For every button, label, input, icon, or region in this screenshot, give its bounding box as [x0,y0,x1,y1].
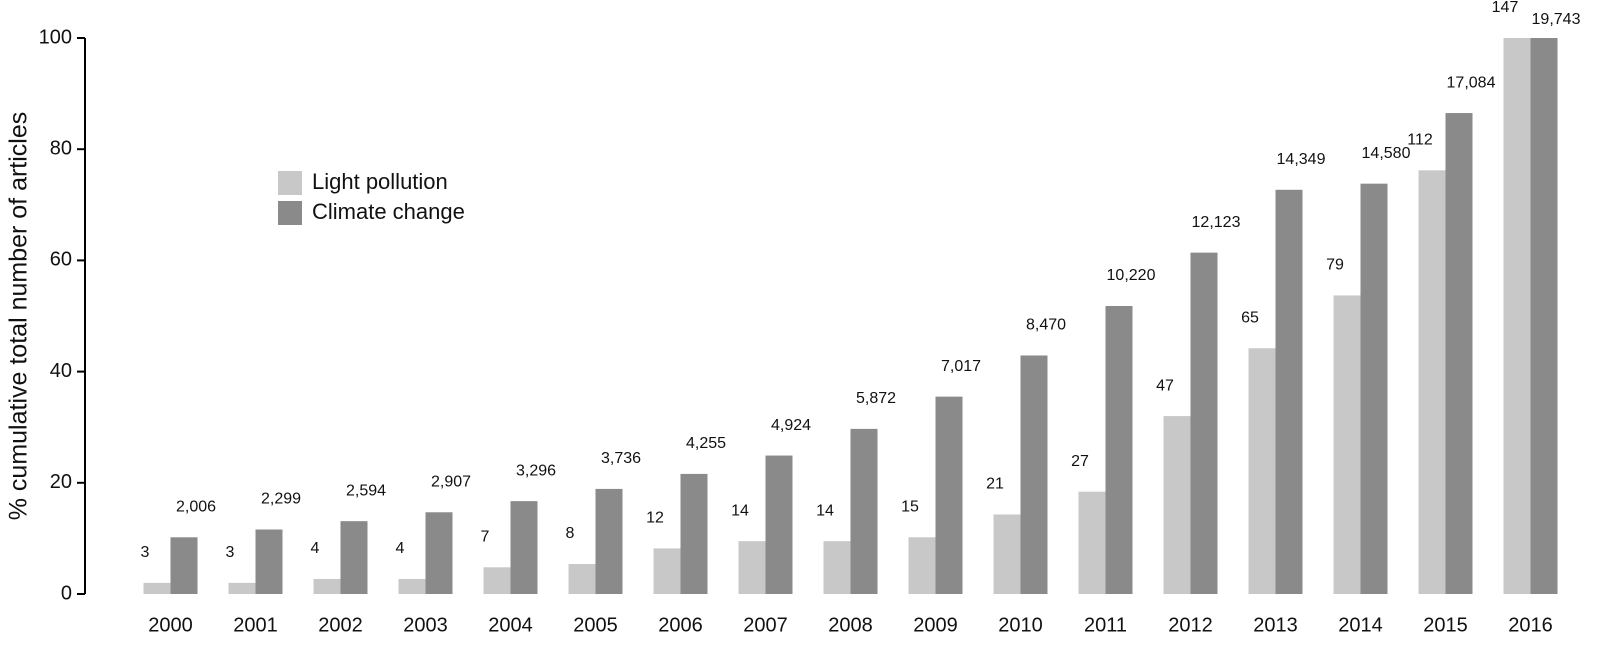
value-label: 7,017 [941,358,981,375]
value-label: 2,299 [261,491,301,508]
bar [993,514,1021,594]
x-tick-label: 2004 [488,614,533,636]
bar [1248,348,1276,594]
x-tick-label: 2010 [998,614,1043,636]
value-label: 4 [311,540,320,557]
value-label: 17,084 [1447,74,1496,91]
value-label: 2,907 [431,473,471,490]
bar [1105,305,1133,594]
bar [510,501,538,594]
x-tick-label: 2012 [1168,614,1213,636]
x-tick-label: 2001 [233,614,278,636]
value-label: 47 [1156,377,1174,394]
legend-swatch [278,171,302,195]
value-label: 5,872 [856,390,896,407]
value-label: 12,123 [1192,214,1241,231]
y-axis-label: % cumulative total number of articles [5,112,33,521]
y-tick-label: 20 [50,471,72,493]
value-label: 65 [1241,309,1259,326]
bar [1275,189,1303,594]
x-tick-label: 2007 [743,614,788,636]
value-label: 112 [1407,132,1433,149]
bar [1078,491,1106,594]
value-label: 2,594 [346,482,386,499]
value-label: 4,255 [686,435,726,452]
value-label: 14 [731,502,749,519]
value-label: 14 [816,502,834,519]
value-label: 27 [1071,453,1089,470]
bar [595,488,623,594]
value-label: 14,349 [1277,151,1326,168]
bar [228,582,256,594]
value-label: 4 [396,540,405,557]
bar [1163,416,1191,594]
bar [1445,113,1473,594]
bar [680,473,708,594]
value-label: 79 [1326,257,1344,274]
bar [1418,170,1446,594]
value-label: 14,580 [1362,145,1411,162]
value-label: 10,220 [1107,267,1156,284]
value-label: 12 [646,510,664,527]
value-label: 3,296 [516,462,556,479]
value-label: 3 [226,544,235,561]
bar [1020,355,1048,594]
legend-label: Climate change [312,199,465,224]
bar [1190,252,1218,594]
bar [425,512,453,594]
x-tick-label: 2009 [913,614,958,636]
bar [398,578,426,594]
x-tick-label: 2003 [403,614,448,636]
x-tick-label: 2015 [1423,614,1468,636]
x-tick-label: 2006 [658,614,703,636]
bar [765,455,793,594]
value-label: 15 [901,499,919,516]
bar [823,541,851,594]
bar [568,563,596,594]
bar [738,541,766,594]
x-tick-label: 2002 [318,614,363,636]
x-tick-label: 2013 [1253,614,1298,636]
bar [1530,38,1558,594]
bar [1333,295,1361,594]
bar [1360,183,1388,594]
bar [483,567,511,594]
x-tick-label: 2014 [1338,614,1383,636]
value-label: 21 [986,476,1004,493]
y-tick-label: 100 [39,26,72,48]
bar [850,428,878,594]
value-label: 3,736 [601,450,641,467]
bar [1503,38,1531,594]
value-label: 8,470 [1026,317,1066,334]
bar [143,582,171,594]
x-tick-label: 2008 [828,614,873,636]
x-tick-label: 2016 [1508,614,1553,636]
bar [313,578,341,594]
value-label: 8 [566,525,575,542]
y-tick-label: 80 [50,137,72,159]
bar [653,548,681,594]
value-label: 2,006 [176,499,216,516]
bar [908,537,936,594]
x-tick-label: 2011 [1084,614,1127,636]
legend-swatch [278,201,302,225]
x-tick-label: 2005 [573,614,618,636]
y-tick-label: 40 [50,360,72,382]
value-label: 19,743 [1532,11,1581,28]
legend-label: Light pollution [312,169,448,194]
bar [340,521,368,594]
value-label: 7 [481,529,490,546]
value-label: 4,924 [771,417,811,434]
bar [935,396,963,594]
value-label: 147 [1492,0,1519,16]
y-tick-label: 60 [50,249,72,271]
value-label: 3 [141,544,150,561]
x-tick-label: 2000 [148,614,193,636]
y-tick-label: 0 [61,582,72,604]
bar [255,529,283,594]
bar [170,537,198,594]
